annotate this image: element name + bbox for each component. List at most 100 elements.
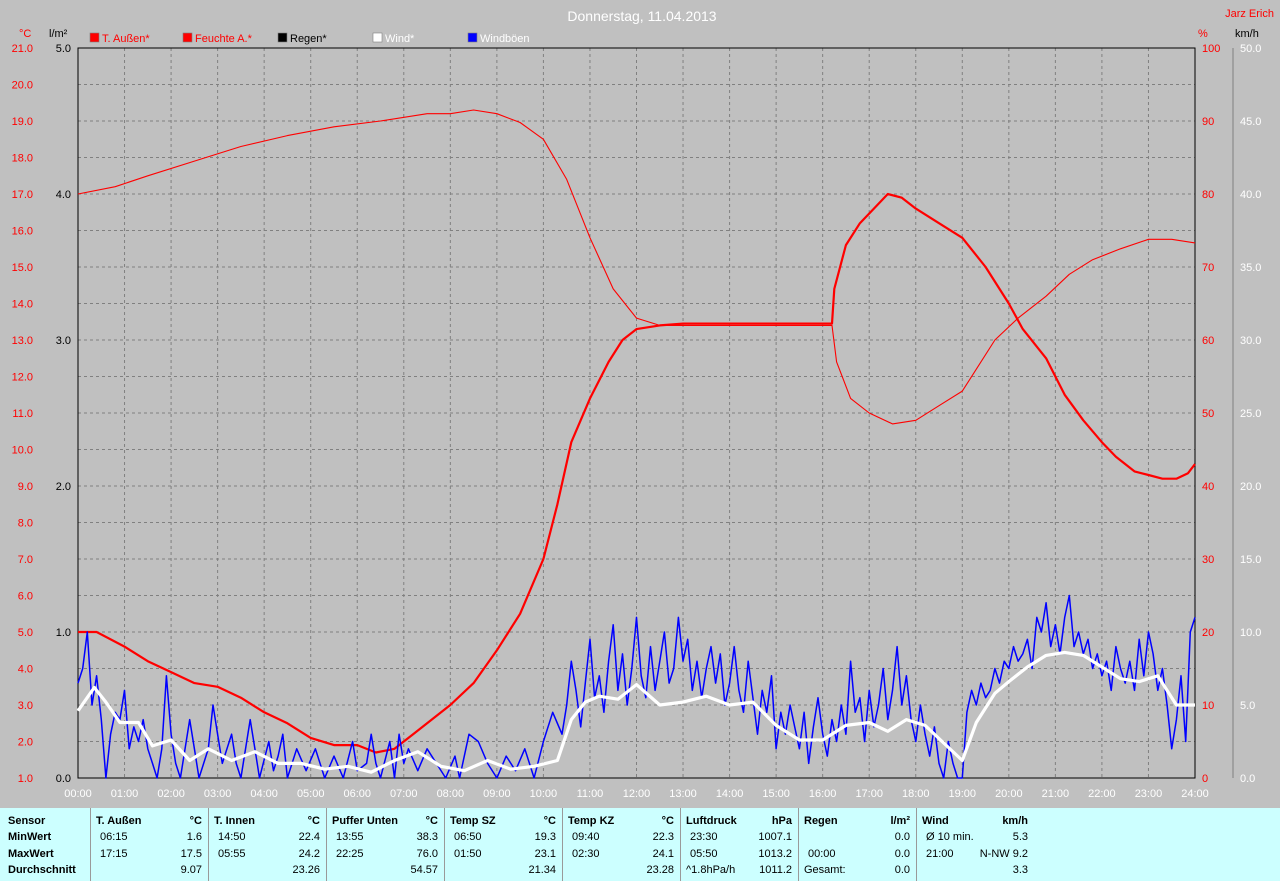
stats-max-time: 01:50	[454, 848, 482, 860]
temp-tick-label: 14.0	[12, 299, 33, 311]
wind-tick-label: 30.0	[1240, 335, 1261, 347]
wind-axis-unit: km/h	[1235, 28, 1259, 40]
temp-tick-label: 1.0	[18, 773, 33, 785]
temp-axis-ticks: 1.0 2.0 3.0 4.0 5.0 6.0 7.0 8.0 9.0 10.0 11.0 12.0 1…	[12, 43, 33, 785]
stats-avg-value: 21.34	[528, 864, 556, 876]
stats-column-temp-sz: Temp SZ °C 06:50 19.3 01:50 23.1 21.34	[444, 808, 563, 881]
stats-header-unit: km/h	[1002, 815, 1028, 827]
time-tick-label: 01:00	[111, 788, 139, 800]
stats-column-t-außen: T. Außen °C 06:15 1.6 17:15 17.5 9.07	[90, 808, 209, 881]
stats-column-luftdruck: Luftdruck hPa 23:30 1007.1 05:50 1013.2 ^1.8hP…	[680, 808, 799, 881]
time-tick-label: 04:00	[250, 788, 278, 800]
stats-column-wind: Wind km/h Ø 10 min. 5.3 21:00 N-NW 9.2 3.3	[916, 808, 1035, 881]
stats-avg-label: Gesamt:	[804, 864, 846, 876]
rain-axis-unit: l/m²	[49, 28, 68, 40]
humidity-tick-label: 70	[1202, 262, 1214, 274]
legend-label: T. Außen*	[102, 33, 150, 45]
stats-header-name: Temp SZ	[450, 815, 496, 827]
humidity-tick-label: 0	[1202, 773, 1208, 785]
stats-header-name: Regen	[804, 815, 838, 827]
stats-max-value: 24.1	[652, 848, 674, 860]
stats-avg-value: 0.0	[894, 864, 910, 876]
rain-tick-label: 4.0	[56, 189, 71, 201]
stats-max-value: 0.0	[894, 848, 910, 860]
chart-title: Donnerstag, 11.04.2013	[567, 8, 716, 24]
time-tick-label: 16:00	[809, 788, 837, 800]
temp-tick-label: 9.0	[18, 481, 33, 493]
stats-min-time: 13:55	[336, 831, 364, 843]
stats-header-name: T. Innen	[214, 815, 255, 827]
stats-max-value: 24.2	[298, 848, 320, 860]
humidity-tick-label: 40	[1202, 481, 1214, 493]
time-tick-label: 10:00	[530, 788, 558, 800]
humidity-tick-label: 50	[1202, 408, 1214, 420]
weather-chart: 1.0 2.0 3.0 4.0 5.0 6.0 7.0 8.0 9.0 10.0 11.0 12.0 1…	[11, 8, 1274, 800]
humidity-axis-unit: %	[1198, 28, 1208, 40]
stats-min-time: 06:15	[100, 831, 128, 843]
stats-label-avg: Durchschnitt	[8, 864, 76, 876]
time-tick-label: 23:00	[1135, 788, 1163, 800]
stats-header-unit: °C	[307, 815, 320, 827]
stats-min-time: Ø 10 min.	[926, 831, 974, 843]
rain-tick-label: 3.0	[56, 335, 71, 347]
time-tick-label: 07:00	[390, 788, 418, 800]
stats-header-unit: l/m²	[890, 815, 910, 827]
temp-tick-label: 3.0	[18, 700, 33, 712]
wind-tick-label: 25.0	[1240, 408, 1261, 420]
time-tick-label: 18:00	[902, 788, 930, 800]
legend-swatch	[467, 32, 478, 43]
stats-min-value: 0.0	[894, 831, 910, 843]
wind-axis-ticks: 0.0 5.0 10.0 15.0 20.0 25.0 30.0 35.0 40.0 45.0 50…	[1232, 43, 1261, 785]
stats-avg-value: 3.3	[1012, 864, 1028, 876]
temp-tick-label: 12.0	[12, 372, 33, 384]
time-tick-label: 03:00	[204, 788, 232, 800]
series-t-außen-line	[78, 192, 1196, 754]
stats-max-value: N-NW 9.2	[979, 848, 1028, 860]
temp-tick-label: 15.0	[12, 262, 33, 274]
stats-max-value: 23.1	[534, 848, 556, 860]
humidity-tick-label: 100	[1202, 43, 1220, 55]
stats-min-time: 09:40	[572, 831, 600, 843]
stats-avg-value: 23.26	[292, 864, 320, 876]
humidity-tick-label: 30	[1202, 554, 1214, 566]
stats-max-time: 05:50	[690, 848, 718, 860]
stats-avg-label: ^1.8hPa/h	[686, 864, 736, 876]
temp-tick-label: 10.0	[12, 445, 33, 457]
stats-column-t-innen: T. Innen °C 14:50 22.4 05:55 24.2 23.26	[208, 808, 327, 881]
stats-avg-value: 54.57	[410, 864, 438, 876]
series-feuchte-a-line	[77, 109, 1196, 425]
rain-tick-label: 1.0	[56, 627, 71, 639]
temp-tick-label: 13.0	[12, 335, 33, 347]
stats-header-name: T. Außen	[96, 815, 142, 827]
plot-frame	[77, 47, 1196, 779]
chart-author: Jarz Erich	[1225, 8, 1274, 20]
time-tick-label: 22:00	[1088, 788, 1116, 800]
stats-column-temp-kz: Temp KZ °C 09:40 22.3 02:30 24.1 23.28	[562, 808, 681, 881]
time-axis-ticks: 00:00 01:00 02:00 03:00 04:00 05:00 06:00 07:00…	[64, 788, 1209, 800]
time-tick-label: 15:00	[762, 788, 790, 800]
time-tick-label: 02:00	[157, 788, 185, 800]
legend-swatch	[372, 32, 383, 43]
temp-axis-unit: °C	[19, 28, 31, 40]
legend-label: Wind*	[385, 33, 415, 45]
stats-header-unit: °C	[425, 815, 438, 827]
stats-min-value: 1.6	[186, 831, 202, 843]
stats-label-sensor: Sensor	[8, 815, 46, 827]
stats-max-value: 1013.2	[758, 848, 792, 860]
temp-tick-label: 21.0	[12, 43, 33, 55]
temp-tick-label: 2.0	[18, 737, 33, 749]
chart-grid	[77, 47, 1196, 779]
stats-label-min: MinWert	[8, 831, 52, 843]
series-wind-line	[76, 650, 1195, 774]
stats-header-unit: hPa	[771, 815, 792, 827]
temp-tick-label: 6.0	[18, 591, 33, 603]
time-tick-label: 13:00	[669, 788, 697, 800]
legend-swatch	[182, 32, 193, 43]
temp-tick-label: 11.0	[12, 408, 33, 420]
humidity-axis-ticks: 0 10 20 30 40 50 60 70 80 90 100	[1202, 43, 1220, 785]
temp-tick-label: 5.0	[18, 627, 33, 639]
temp-tick-label: 8.0	[18, 518, 33, 530]
stats-row-labels: Sensor MinWert MaxWert Durchschnitt	[0, 808, 88, 881]
time-tick-label: 14:00	[716, 788, 744, 800]
wind-tick-label: 45.0	[1240, 116, 1261, 128]
